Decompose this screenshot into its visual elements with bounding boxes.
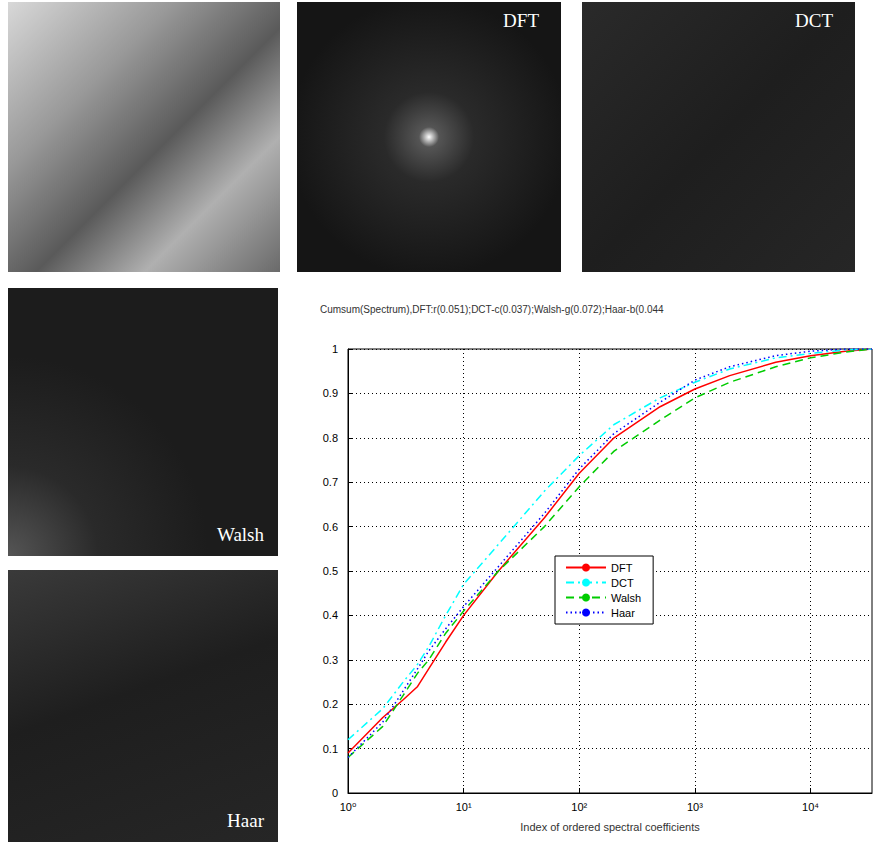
svg-text:Walsh: Walsh [611,592,641,604]
svg-text:0.9: 0.9 [323,387,338,399]
svg-text:DCT: DCT [611,577,634,589]
svg-text:10⁰: 10⁰ [340,801,357,813]
svg-text:Index of ordered spectral coef: Index of ordered spectral coefficients [520,821,700,833]
svg-text:0.3: 0.3 [323,654,338,666]
svg-text:0.2: 0.2 [323,698,338,710]
svg-text:10⁴: 10⁴ [802,801,819,813]
svg-text:10¹: 10¹ [456,801,472,813]
svg-text:Cumsum(Spectrum),DFT:r(0.051);: Cumsum(Spectrum),DFT:r(0.051);DCT-c(0.03… [320,304,664,315]
svg-text:1: 1 [332,343,338,355]
svg-text:DFT: DFT [611,562,633,574]
svg-text:0: 0 [332,787,338,799]
html-text:DFT: DFT [503,10,539,31]
svg-text:0.8: 0.8 [323,432,338,444]
svg-text:0.7: 0.7 [323,476,338,488]
svg-text:Haar: Haar [611,607,635,619]
html-text:Haar: Haar [227,810,264,831]
svg-text:0.4: 0.4 [323,609,338,621]
html-text:DCT: DCT [795,10,833,31]
svg-text:0.1: 0.1 [323,743,338,755]
svg-text:0.6: 0.6 [323,521,338,533]
html-text:Walsh: Walsh [217,524,264,545]
svg-text:0.5: 0.5 [323,565,338,577]
svg-text:10²: 10² [571,801,587,813]
svg-text:10³: 10³ [687,801,703,813]
